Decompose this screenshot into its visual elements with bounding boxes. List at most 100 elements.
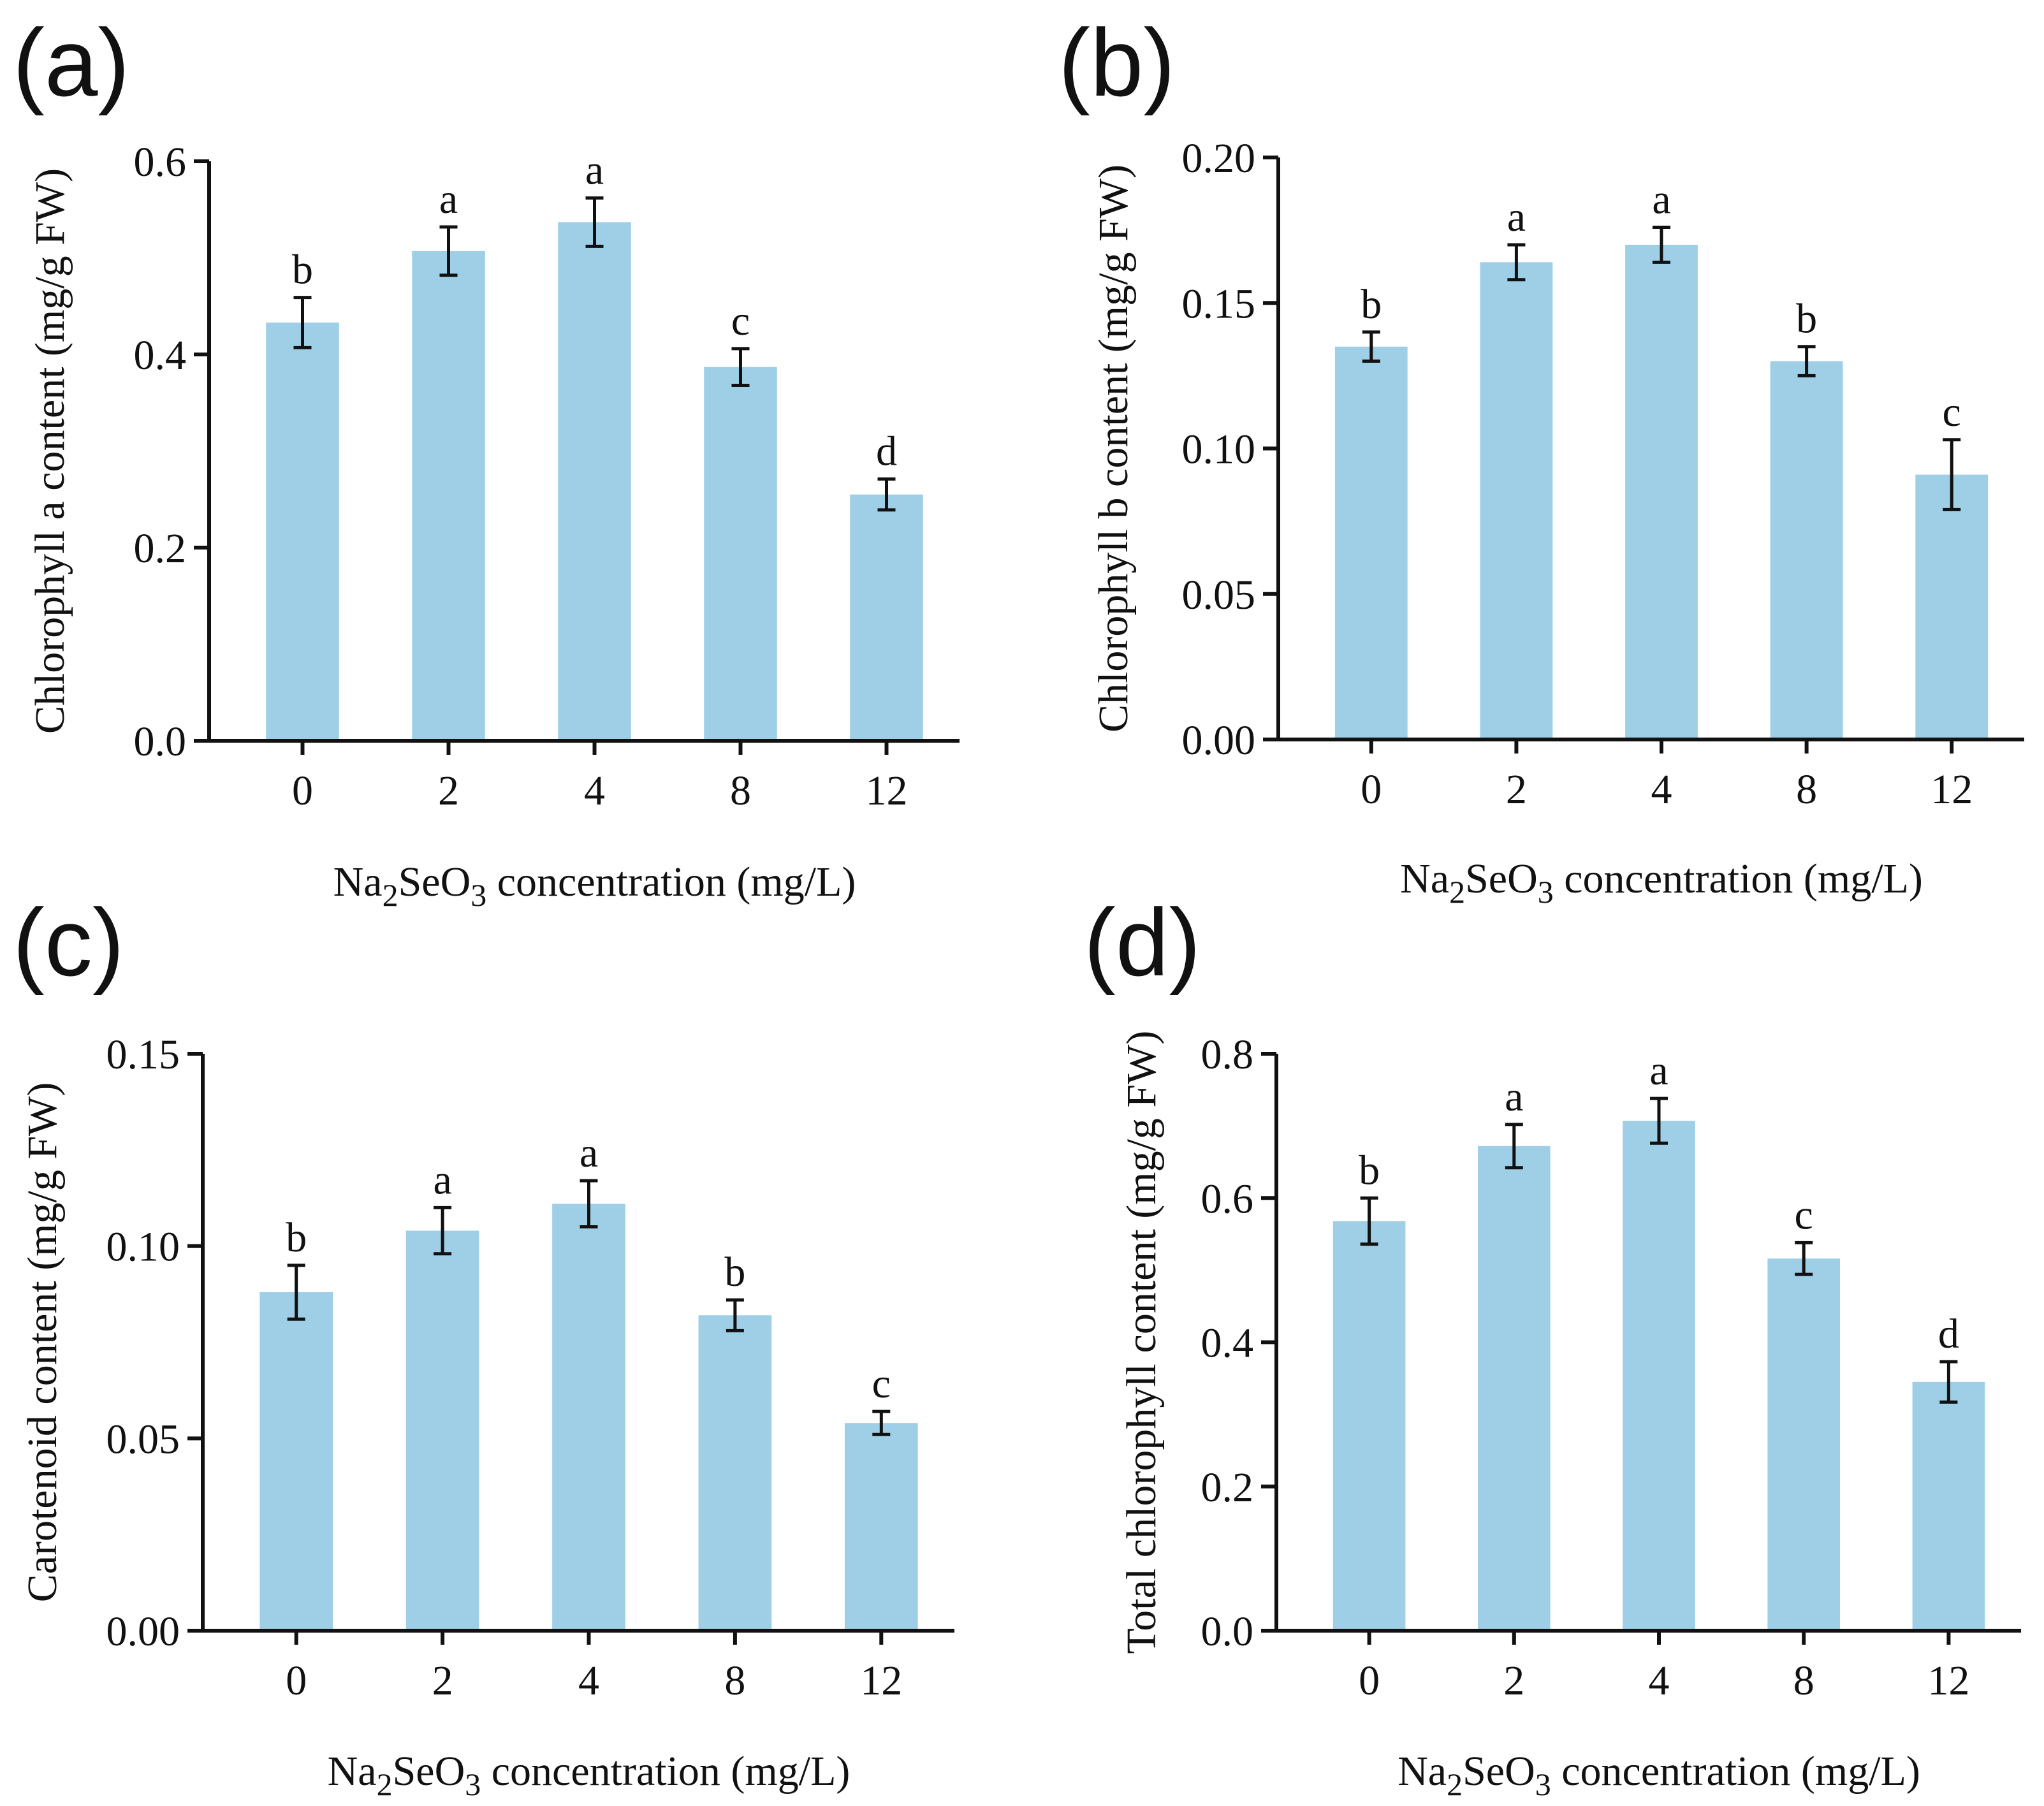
error-bar [434, 1205, 452, 1256]
x-tick-label: 4 [1651, 766, 1672, 813]
x-tick-label: 2 [1506, 766, 1527, 813]
y-tick-label: 0.05 [106, 1416, 180, 1462]
significance-letter: c [1943, 389, 1961, 435]
panel-label: (b) [1058, 9, 1175, 116]
bar [1623, 1121, 1695, 1631]
chart-panel-c: (c) b 0 a 2 a 4 b 8 c 12 0.00 0.05 0.10 0.15 Carotenoid… [13, 889, 954, 1802]
error-bar [1507, 243, 1526, 282]
y-tick-label: 0.15 [1182, 280, 1256, 327]
x-axis-title-rest: concentration (mg/L) [1554, 856, 1923, 902]
error-bar [1505, 1123, 1523, 1170]
x-axis-title-na: Na [333, 859, 383, 905]
significance-letter: a [439, 176, 458, 222]
x-axis-title-sub-3: 3 [1535, 1766, 1551, 1802]
panel-label: (d) [1084, 889, 1201, 996]
error-bar [287, 1263, 305, 1321]
y-tick-label: 0.4 [1201, 1320, 1254, 1367]
y-tick-label: 0.6 [1201, 1176, 1254, 1222]
y-tick-label: 0.10 [1182, 426, 1256, 473]
error-bar [1943, 438, 1961, 511]
chart-panel-d: (d) b 0 a 2 a 4 c 8 d 12 0.0 0.2 0.4 0.6 0.8 Total chlor… [1084, 889, 2021, 1802]
x-axis-title-sub-3: 3 [1538, 874, 1554, 910]
panel-label: (a) [13, 9, 129, 116]
error-bar [1650, 1096, 1668, 1145]
x-tick-label: 2 [432, 1657, 453, 1704]
x-tick-label: 0 [286, 1657, 307, 1704]
y-tick-label: 0.05 [1182, 572, 1256, 618]
x-tick-label: 8 [1793, 1657, 1814, 1704]
significance-letter: b [1796, 296, 1817, 342]
error-bar [293, 296, 312, 349]
x-axis-title-na: Na [1400, 856, 1449, 902]
significance-letter: c [731, 298, 750, 344]
significance-letter: d [1938, 1311, 1959, 1357]
x-tick-label: 12 [860, 1657, 902, 1704]
y-tick-label: 0.00 [1182, 717, 1256, 764]
x-axis-title: Na2SeO3 concentration (mg/L) [1400, 856, 1923, 910]
chart-panel-a: (a) b 0 a 2 a 4 c 8 d 12 0.0 0.2 0.4 0.6 Chlorophyll a … [13, 9, 960, 913]
bar [259, 1292, 333, 1631]
y-tick-label: 0.10 [106, 1224, 180, 1271]
error-bar [1797, 345, 1816, 377]
significance-letter: d [876, 428, 897, 474]
significance-letter: a [585, 147, 604, 194]
significance-letter: a [1505, 1074, 1523, 1120]
bar [266, 323, 339, 741]
bar [558, 222, 631, 741]
bar [412, 251, 485, 741]
significance-letter: a [1652, 177, 1670, 223]
x-axis-title-sub-2: 2 [377, 1766, 393, 1802]
bar [1480, 262, 1553, 740]
significance-letter: c [1795, 1191, 1813, 1238]
x-axis-title-seo: SeO [398, 859, 471, 905]
significance-letter: a [433, 1156, 451, 1203]
x-tick-label: 4 [584, 768, 605, 814]
x-tick-label: 2 [438, 768, 459, 814]
significance-letter: b [1359, 1147, 1380, 1193]
bar [1767, 1258, 1840, 1631]
x-axis-title-sub-2: 2 [1449, 874, 1465, 910]
x-axis-title-sub-3: 3 [471, 877, 486, 913]
error-bar [439, 225, 458, 277]
bar [850, 494, 923, 741]
x-axis-title-seo: SeO [393, 1748, 465, 1795]
bar [1478, 1146, 1551, 1631]
error-bar [872, 1409, 891, 1436]
y-tick-label: 0.0 [1201, 1608, 1254, 1655]
y-tick-label: 0.20 [1182, 135, 1256, 182]
y-tick-label: 0.4 [134, 332, 187, 379]
x-axis-title-na: Na [1398, 1748, 1447, 1795]
x-axis-title-rest: concentration (mg/L) [481, 1748, 850, 1795]
x-axis-title: Na2SeO3 concentration (mg/L) [1398, 1748, 1920, 1802]
error-bar [1795, 1241, 1813, 1276]
error-bar [1653, 226, 1670, 264]
x-tick-label: 4 [578, 1657, 599, 1704]
error-bar [580, 1179, 598, 1228]
significance-letter: b [724, 1249, 745, 1295]
x-axis-title-seo: SeO [1463, 1748, 1535, 1795]
x-axis-title-seo: SeO [1465, 856, 1538, 902]
significance-letter: b [292, 247, 313, 293]
bar [704, 367, 777, 741]
error-bar [726, 1298, 744, 1332]
panel-label: (c) [13, 889, 124, 996]
y-axis-title: Chlorophyll a content (mg/g FW) [27, 168, 73, 734]
bar [1332, 1221, 1406, 1631]
bar [844, 1423, 918, 1631]
x-tick-label: 12 [1927, 1657, 1969, 1704]
y-tick-label: 0.6 [134, 139, 187, 186]
bar [405, 1230, 479, 1631]
error-bar [585, 196, 604, 248]
x-tick-label: 0 [1361, 766, 1382, 813]
significance-letter: a [1649, 1047, 1668, 1094]
bar [698, 1315, 772, 1631]
y-tick-label: 0.0 [134, 718, 187, 765]
error-bar [877, 477, 896, 512]
x-tick-label: 8 [1796, 766, 1817, 813]
significance-letter: b [1361, 281, 1382, 328]
x-axis-title-na: Na [328, 1748, 377, 1795]
bar [1770, 361, 1843, 739]
y-tick-label: 0.2 [134, 525, 187, 572]
x-tick-label: 0 [1359, 1657, 1380, 1704]
bar [1625, 244, 1698, 739]
